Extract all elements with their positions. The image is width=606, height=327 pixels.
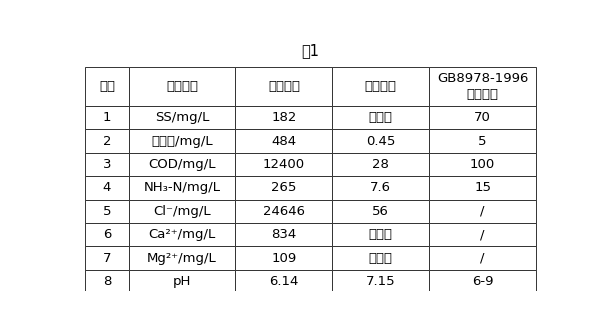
Text: 109: 109	[271, 252, 296, 265]
Bar	[85, 176, 129, 199]
Bar	[235, 176, 332, 199]
Text: 进水水质: 进水水质	[268, 80, 300, 93]
Text: 7.15: 7.15	[366, 275, 396, 288]
Text: 70: 70	[474, 111, 491, 124]
Bar	[85, 223, 129, 247]
Text: 5: 5	[102, 205, 112, 218]
Text: Mg²⁺/mg/L: Mg²⁺/mg/L	[147, 252, 217, 265]
Bar	[235, 67, 332, 106]
Text: 1: 1	[102, 111, 112, 124]
Bar	[235, 223, 332, 247]
Text: /: /	[481, 228, 485, 241]
Text: 未检出: 未检出	[369, 252, 393, 265]
Text: 3: 3	[102, 158, 112, 171]
Text: 182: 182	[271, 111, 296, 124]
Text: 265: 265	[271, 181, 296, 195]
Text: 6-9: 6-9	[472, 275, 493, 288]
Text: 序号: 序号	[99, 80, 115, 93]
Text: SS/mg/L: SS/mg/L	[155, 111, 209, 124]
Text: 100: 100	[470, 158, 495, 171]
Bar	[429, 153, 536, 176]
Text: GB8978-1996
一级标准: GB8978-1996 一级标准	[437, 72, 528, 101]
Bar	[429, 129, 536, 153]
Bar	[129, 223, 235, 247]
Bar	[85, 67, 129, 106]
Bar	[85, 129, 129, 153]
Text: 7: 7	[102, 252, 112, 265]
Bar	[429, 223, 536, 247]
Bar	[235, 270, 332, 293]
Bar	[129, 153, 235, 176]
Bar	[332, 223, 429, 247]
Bar	[332, 270, 429, 293]
Bar	[332, 199, 429, 223]
Text: COD/mg/L: COD/mg/L	[148, 158, 216, 171]
Bar	[235, 129, 332, 153]
Bar	[429, 199, 536, 223]
Bar	[332, 67, 429, 106]
Text: Cl⁻/mg/L: Cl⁻/mg/L	[153, 205, 211, 218]
Text: 6: 6	[103, 228, 111, 241]
Text: 15: 15	[474, 181, 491, 195]
Bar	[235, 153, 332, 176]
Text: 0.45: 0.45	[366, 135, 396, 147]
Bar	[129, 106, 235, 129]
Text: 8: 8	[103, 275, 111, 288]
Bar	[129, 247, 235, 270]
Bar	[235, 199, 332, 223]
Text: 4: 4	[103, 181, 111, 195]
Text: 6.14: 6.14	[269, 275, 299, 288]
Bar	[429, 67, 536, 106]
Text: 5: 5	[478, 135, 487, 147]
Bar	[129, 270, 235, 293]
Bar	[429, 247, 536, 270]
Text: 12400: 12400	[263, 158, 305, 171]
Text: 484: 484	[271, 135, 296, 147]
Text: 未检出: 未检出	[369, 228, 393, 241]
Bar	[235, 106, 332, 129]
Bar	[85, 199, 129, 223]
Bar	[235, 247, 332, 270]
Text: 2: 2	[102, 135, 112, 147]
Bar	[332, 106, 429, 129]
Text: 834: 834	[271, 228, 296, 241]
Bar	[332, 129, 429, 153]
Bar	[129, 129, 235, 153]
Bar	[85, 270, 129, 293]
Bar	[332, 176, 429, 199]
Text: 24646: 24646	[263, 205, 305, 218]
Text: 项目名称: 项目名称	[166, 80, 198, 93]
Text: pH: pH	[173, 275, 191, 288]
Text: 表1: 表1	[302, 43, 319, 58]
Bar	[129, 199, 235, 223]
Bar	[85, 247, 129, 270]
Text: Ca²⁺/mg/L: Ca²⁺/mg/L	[148, 228, 216, 241]
Text: /: /	[481, 252, 485, 265]
Bar	[85, 106, 129, 129]
Text: 出水水质: 出水水质	[365, 80, 397, 93]
Bar	[429, 270, 536, 293]
Bar	[85, 153, 129, 176]
Bar	[332, 247, 429, 270]
Text: 未检出: 未检出	[369, 111, 393, 124]
Text: /: /	[481, 205, 485, 218]
Text: 56: 56	[373, 205, 389, 218]
Text: 28: 28	[373, 158, 389, 171]
Bar	[429, 176, 536, 199]
Bar	[332, 153, 429, 176]
Text: 7.6: 7.6	[370, 181, 391, 195]
Bar	[129, 176, 235, 199]
Bar	[129, 67, 235, 106]
Bar	[429, 106, 536, 129]
Text: 石油类/mg/L: 石油类/mg/L	[152, 135, 213, 147]
Text: NH₃-N/mg/L: NH₃-N/mg/L	[144, 181, 221, 195]
